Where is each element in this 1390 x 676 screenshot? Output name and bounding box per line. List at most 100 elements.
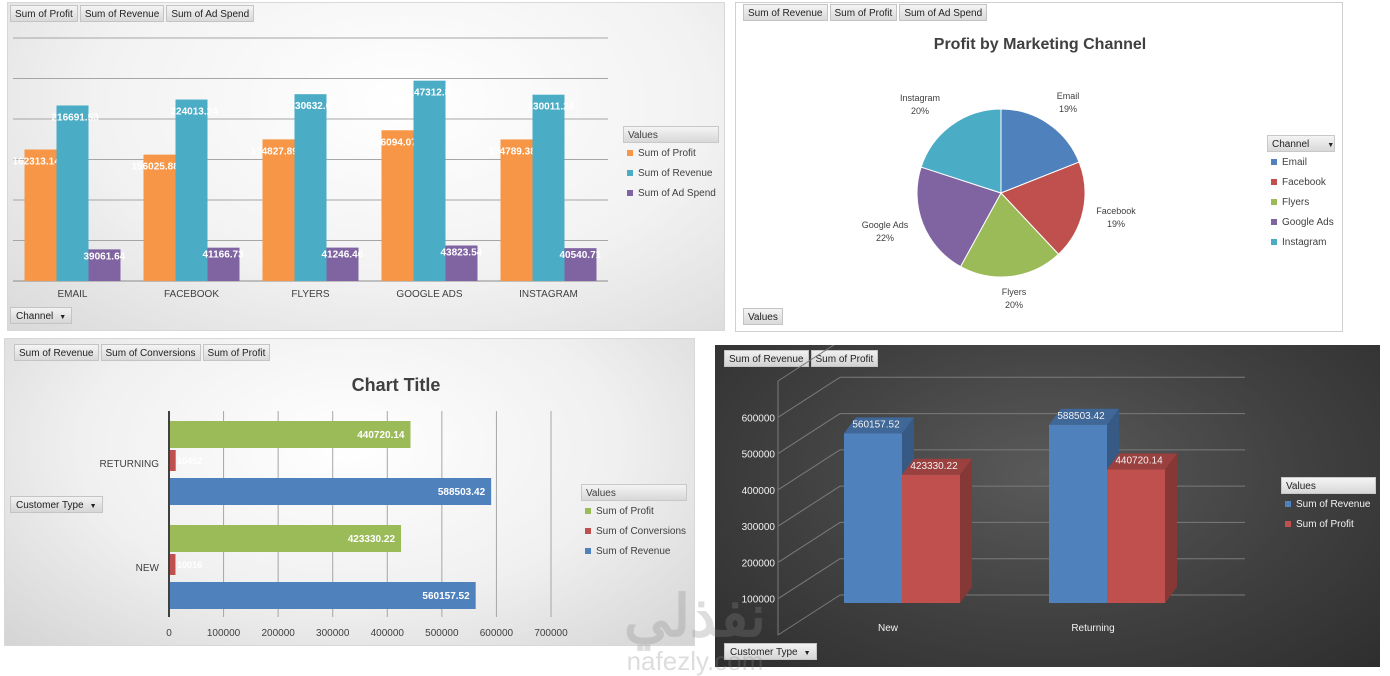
category-label: Returning <box>1071 623 1114 634</box>
bar-sum-of-profit-facebook <box>143 154 176 281</box>
x-tick-label: 400000 <box>371 628 405 639</box>
bar-side-sum-of-profit-new <box>960 458 972 603</box>
data-label: 156025.88 <box>132 162 180 173</box>
chart-title: Profit by Marketing Channel <box>934 36 1146 53</box>
y-tick-label: 500000 <box>742 450 776 461</box>
values-filter-button[interactable]: Values <box>743 308 783 325</box>
x-tick-label: 100000 <box>207 628 241 639</box>
bar-sum-of-ad-spend-flyers <box>326 247 359 281</box>
data-label: 588503.42 <box>438 487 486 498</box>
data-label: 423330.22 <box>348 534 396 545</box>
data-label: 39061.64 <box>84 251 126 262</box>
field-button-sum-of-ad-spend[interactable]: Sum of Ad Spend <box>899 4 988 21</box>
legend-swatch <box>1285 521 1291 527</box>
bar-sum-of-profit-returning <box>1107 469 1165 603</box>
gridline-depth <box>777 485 841 527</box>
legend-swatch <box>585 508 591 514</box>
data-label: 10452 <box>177 456 202 466</box>
data-label: 423330.22 <box>910 461 958 472</box>
data-label: 440720.14 <box>1115 456 1163 467</box>
bar-sum-of-revenue-new <box>170 582 476 609</box>
data-label: 560157.52 <box>852 419 900 430</box>
slice-category-label: Flyers <box>1002 287 1027 297</box>
field-button-sum-of-ad-spend[interactable]: Sum of Ad Spend <box>166 5 255 22</box>
slice-category-label: Google Ads <box>862 220 909 230</box>
chart-plot-area: 162313.14 216691.53 39061.64 EMAIL 156025.88… <box>13 37 608 300</box>
legend-item-instagram: Instagram <box>1267 232 1335 252</box>
bar-sum-of-revenue-returning <box>170 478 492 505</box>
legend-title: Values <box>1281 477 1376 494</box>
legend-label: Google Ads <box>1282 216 1334 228</box>
legend-label: Sum of Revenue <box>596 545 671 557</box>
legend-swatch <box>627 170 633 176</box>
data-label: 10016 <box>177 560 202 570</box>
chart-title: Chart Title <box>352 375 441 395</box>
bar-sum-of-profit-new <box>902 474 960 603</box>
bar-sum-of-profit-returning <box>170 421 411 448</box>
gridline-depth <box>777 376 841 418</box>
data-label: 230632.0 <box>290 101 332 112</box>
channel-column-chart: Sum of Profit Sum of Revenue Sum of Ad S… <box>7 2 725 331</box>
field-button-sum-of-profit[interactable]: Sum of Profit <box>829 4 898 21</box>
data-label: 162313.14 <box>13 157 61 168</box>
bar-sum-of-revenue-flyers <box>294 94 327 281</box>
channel-axis-label: Channel <box>16 311 54 322</box>
data-label: 216691.53 <box>52 112 100 123</box>
bar-sum-of-profit-google-ads <box>381 130 414 281</box>
dropdown-arrow-icon: ▼ <box>1327 142 1335 149</box>
data-label: 174789.38 <box>489 146 537 157</box>
legend-title: Values <box>623 126 719 143</box>
bar-sum-of-profit-flyers <box>262 139 295 281</box>
bar-sum-of-profit-email <box>24 149 57 281</box>
pie-slice-google-ads <box>916 166 1002 268</box>
field-button-sum-of-revenue[interactable]: Sum of Revenue <box>79 5 165 22</box>
gridline-depth <box>777 558 841 600</box>
field-button-sum-of-revenue[interactable]: Sum of Revenue <box>14 344 99 361</box>
gridline-depth <box>777 594 841 636</box>
data-label: 230011.24 <box>528 102 575 113</box>
customer-type-3d-column-chart: Sum of Revenue Sum of Profit 100000 20000… <box>715 345 1380 667</box>
legend-swatch <box>627 190 633 196</box>
3d-plot-area: 100000 200000 300000 400000 500000 600000 5601… <box>742 345 1245 636</box>
chart-legend: Channel ▼ Email Facebook Flyers Google Ads In… <box>1267 135 1335 252</box>
legend-label: Instagram <box>1282 236 1327 248</box>
customer-type-axis-dropdown[interactable]: Customer Type ▼ <box>724 643 817 660</box>
channel-legend-dropdown[interactable]: Channel ▼ <box>1267 135 1335 152</box>
legend-item-sum-of-revenue: Sum of Revenue <box>581 541 687 561</box>
legend-label: Sum of Ad Spend <box>638 187 716 199</box>
bar-sum-of-ad-spend-instagram <box>564 248 597 281</box>
gridline-depth <box>777 345 835 382</box>
field-button-sum-of-profit[interactable]: Sum of Profit <box>202 344 271 361</box>
field-button-sum-of-conversions[interactable]: Sum of Conversions <box>100 344 201 361</box>
legend-item-flyers: Flyers <box>1267 192 1335 212</box>
legend-label: Email <box>1282 156 1308 168</box>
slice-category-label: Email <box>1057 91 1080 101</box>
category-label: FACEBOOK <box>164 289 219 300</box>
pie-slice-flyers <box>959 192 1060 278</box>
data-label: 41166.73 <box>203 250 245 261</box>
field-button-sum-of-profit[interactable]: Sum of Profit <box>10 5 78 22</box>
gridline-depth <box>777 413 841 454</box>
field-button-sum-of-profit[interactable]: Sum of Profit <box>810 350 879 367</box>
slice-category-label: Instagram <box>900 93 940 103</box>
bar-sum-of-revenue-email <box>56 105 89 281</box>
chart-legend: Values Sum of Profit Sum of Revenue Sum of… <box>623 126 719 203</box>
category-label: NEW <box>136 563 160 574</box>
channel-axis-dropdown[interactable]: Channel ▼ <box>10 307 73 324</box>
customer-type-axis-dropdown[interactable]: Customer Type ▼ <box>10 496 103 513</box>
field-button-sum-of-revenue[interactable]: Sum of Revenue <box>724 350 809 367</box>
bar-sum-of-ad-spend-facebook <box>207 247 240 281</box>
data-label: 247312.8 <box>409 88 451 99</box>
x-tick-label: 700000 <box>534 628 568 639</box>
gridline-depth <box>777 522 841 563</box>
legend-title: Channel <box>1272 139 1310 150</box>
legend-label: Sum of Revenue <box>638 167 713 179</box>
legend-label: Flyers <box>1282 196 1310 208</box>
pie-plot-area: Profit by Marketing Channel Email 19% Faceb… <box>862 36 1147 310</box>
profit-pie-chart: Sum of Revenue Sum of Profit Sum of Ad S… <box>735 2 1343 332</box>
bar-sum-of-revenue-facebook <box>175 99 208 281</box>
y-tick-label: 200000 <box>742 558 776 569</box>
legend-item-email: Email <box>1267 152 1335 172</box>
field-button-sum-of-revenue[interactable]: Sum of Revenue <box>743 4 828 21</box>
legend-label: Facebook <box>1282 176 1326 188</box>
